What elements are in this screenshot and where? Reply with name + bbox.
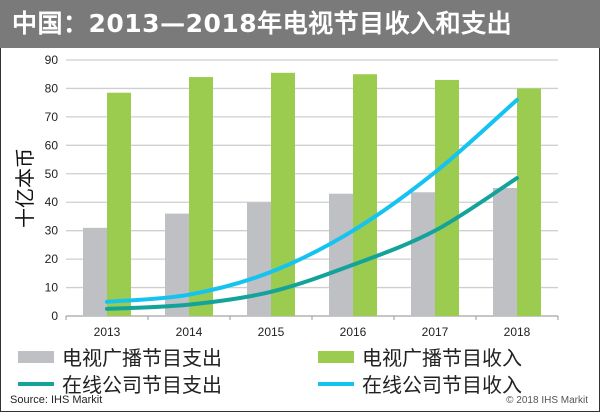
line-series-0 bbox=[105, 176, 519, 311]
y-tick-label: 90 bbox=[45, 53, 59, 67]
chart-title: 中国：2013—2018年电视节目收入和支出 bbox=[0, 0, 600, 48]
copyright-note: © 2018 IHS Markit bbox=[506, 395, 588, 406]
y-tick-label: 20 bbox=[45, 252, 59, 266]
source-note: Source: IHS Markit bbox=[10, 394, 103, 406]
x-tick-label: 2016 bbox=[340, 325, 367, 339]
bar-1-2017 bbox=[435, 79, 459, 317]
bar-0-2015 bbox=[247, 202, 271, 316]
x-tick-label: 2014 bbox=[176, 325, 203, 339]
bar-1-2013 bbox=[107, 92, 131, 316]
legend-item-1: 电视广播节目收入 bbox=[318, 342, 522, 371]
legend-swatch-0 bbox=[18, 350, 54, 363]
bar-1-2015 bbox=[271, 72, 295, 316]
bar-0-2017 bbox=[411, 192, 435, 316]
legend-label-3: 在线公司节目收入 bbox=[362, 373, 522, 397]
y-axis-label: 十亿本币 bbox=[13, 148, 37, 228]
bar-1-2018 bbox=[517, 88, 541, 316]
x-tick-label: 2018 bbox=[504, 325, 531, 339]
legend-item-2: 在线公司节目支出 bbox=[18, 369, 222, 398]
bar-0-2013 bbox=[83, 227, 107, 316]
bar-1-2016 bbox=[353, 74, 377, 316]
bar-0-2014 bbox=[165, 213, 189, 316]
y-tick-label: 50 bbox=[45, 167, 59, 181]
legend-label-0: 电视广播节目支出 bbox=[62, 346, 222, 370]
legend-swatch-2 bbox=[18, 381, 54, 386]
x-tick-label: 2015 bbox=[258, 325, 285, 339]
legend-item-0: 电视广播节目支出 bbox=[18, 342, 222, 371]
y-tick-label: 0 bbox=[51, 309, 58, 323]
legend-swatch-1 bbox=[318, 350, 354, 363]
y-tick-label: 40 bbox=[45, 195, 59, 209]
y-tick-label: 10 bbox=[45, 281, 59, 295]
x-tick-label: 2013 bbox=[94, 325, 121, 339]
y-tick-label: 60 bbox=[45, 138, 59, 152]
y-tick-label: 30 bbox=[45, 224, 59, 238]
bar-0-2018 bbox=[493, 188, 517, 316]
bar-1-2014 bbox=[189, 77, 213, 316]
legend-swatch-3 bbox=[318, 381, 354, 386]
y-tick-label: 70 bbox=[45, 110, 59, 124]
y-tick-label: 80 bbox=[45, 81, 59, 95]
line-series-1 bbox=[105, 97, 519, 304]
legend-item-3: 在线公司节目收入 bbox=[318, 369, 522, 398]
x-tick-label: 2017 bbox=[422, 325, 449, 339]
bar-0-2016 bbox=[329, 193, 353, 316]
legend-label-2: 在线公司节目支出 bbox=[62, 373, 222, 397]
legend-label-1: 电视广播节目收入 bbox=[362, 346, 522, 370]
